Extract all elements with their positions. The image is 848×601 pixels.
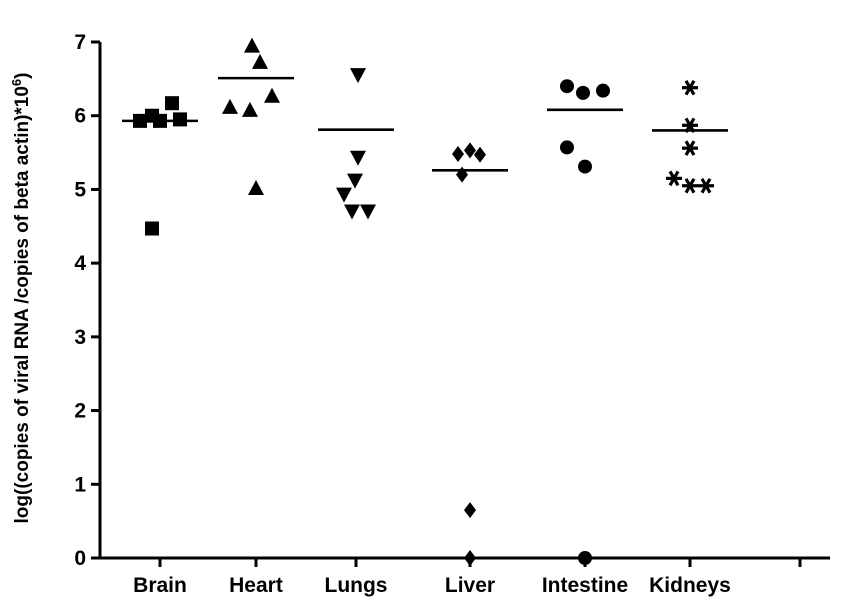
y-axis-title-main: log((copies of viral RNA /copies of beta…	[12, 86, 33, 523]
y-axis-title-close: )	[12, 73, 33, 79]
y-tick-label: 7	[74, 31, 86, 54]
data-point-kidneys	[666, 170, 682, 187]
x-tick-label-liver: Liver	[445, 574, 495, 597]
data-point-lungs	[350, 150, 366, 166]
data-point-intestine	[596, 83, 610, 98]
data-point-brain	[173, 112, 187, 127]
data-point-liver	[452, 146, 464, 163]
data-point-heart	[248, 179, 264, 195]
data-point-brain	[165, 96, 179, 111]
data-point-heart	[244, 37, 260, 53]
x-tick-label-lungs: Lungs	[325, 574, 388, 597]
y-axis-title-superscript: 6	[9, 79, 24, 86]
x-tick-label-intestine: Intestine	[542, 574, 628, 597]
data-point-intestine	[578, 159, 592, 174]
data-point-kidneys	[682, 140, 698, 156]
x-tick-label-kidneys: Kidneys	[649, 574, 731, 597]
data-point-heart	[242, 101, 258, 117]
y-tick-label: 4	[74, 252, 86, 275]
data-point-lungs	[344, 204, 360, 220]
data-point-lungs	[347, 173, 363, 189]
data-point-intestine	[578, 551, 592, 565]
data-point-kidneys	[698, 178, 714, 194]
y-tick-label: 1	[74, 473, 86, 496]
asterisk-stroke	[668, 170, 680, 187]
data-point-liver	[464, 550, 476, 566]
data-point-brain	[145, 221, 159, 236]
data-point-lungs	[350, 68, 366, 84]
data-point-intestine	[560, 79, 574, 94]
y-axis-title: log((copies of viral RNA /copies of beta…	[9, 73, 34, 524]
y-tick-label: 3	[74, 326, 86, 349]
data-point-heart	[252, 53, 268, 69]
y-tick-label: 0	[74, 547, 86, 570]
data-point-lungs	[360, 204, 376, 220]
data-point-liver	[464, 502, 476, 519]
data-point-kidneys	[682, 79, 698, 96]
asterisk-stroke	[700, 178, 712, 194]
y-tick-label: 6	[74, 105, 86, 128]
y-tick-label: 2	[74, 400, 86, 423]
data-point-intestine	[560, 140, 574, 155]
x-tick-label-heart: Heart	[229, 574, 283, 597]
data-point-lungs	[336, 187, 352, 203]
asterisk-stroke	[684, 79, 696, 96]
data-point-heart	[222, 98, 238, 114]
data-point-kidneys	[682, 178, 698, 194]
data-point-intestine	[576, 85, 590, 100]
asterisk-stroke	[684, 140, 696, 156]
data-point-liver	[474, 146, 486, 163]
asterisk-stroke	[684, 178, 696, 194]
x-tick-label-brain: Brain	[133, 574, 187, 597]
y-tick-label: 5	[74, 178, 86, 201]
axes: 0 1 2 3 4 5 6 7 Brain Heart Lungs Liver Intestine Kid…	[74, 31, 830, 597]
data-point-heart	[264, 87, 280, 103]
data-point-liver	[464, 142, 476, 159]
data-marks	[122, 37, 728, 566]
